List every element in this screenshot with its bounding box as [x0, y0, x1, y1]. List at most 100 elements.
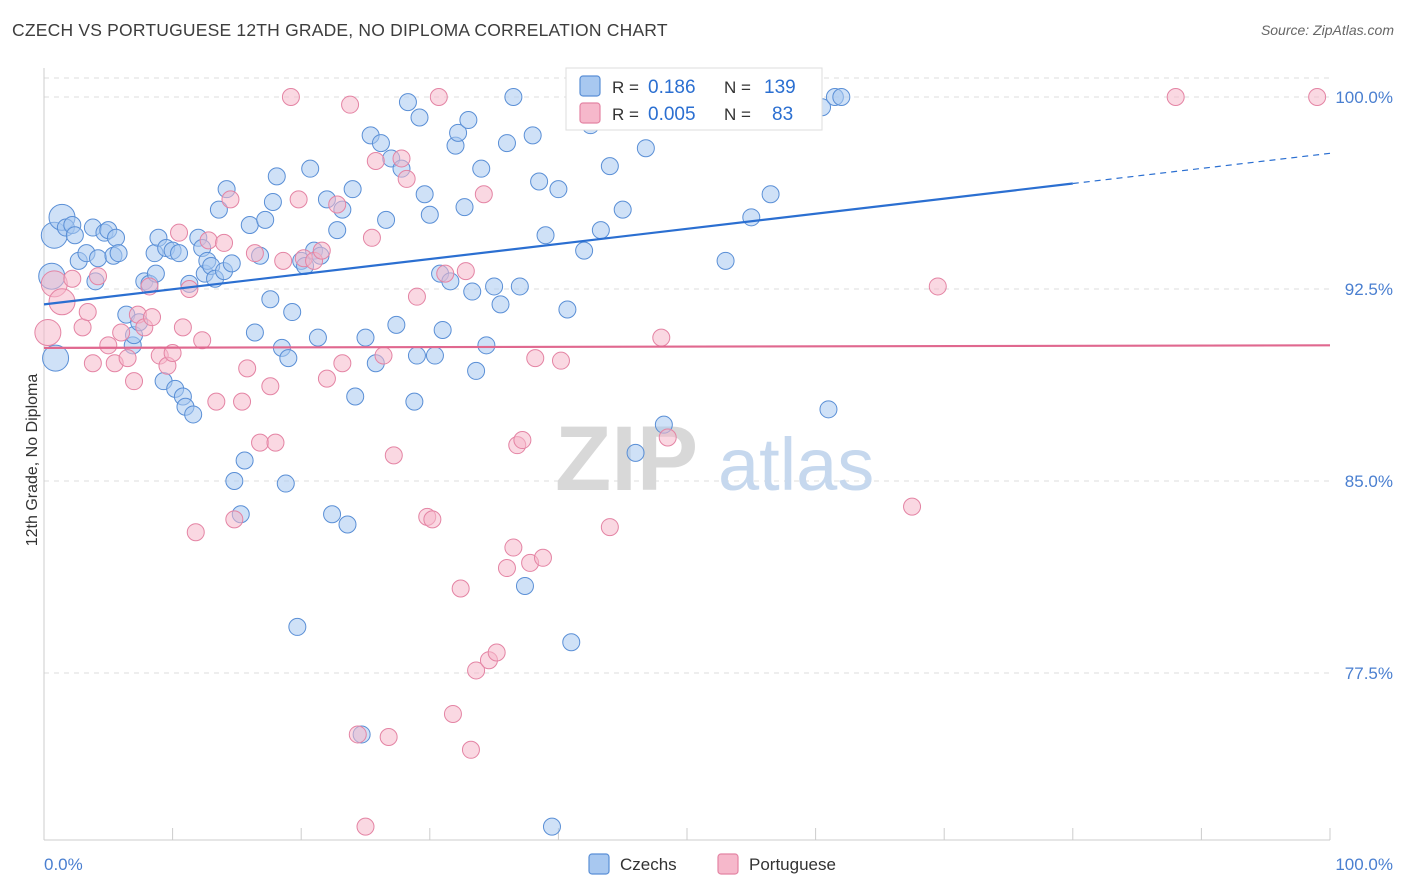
portuguese-point — [261, 377, 280, 396]
czech-point — [477, 336, 496, 355]
portuguese-point — [504, 538, 523, 557]
legend-background — [565, 67, 823, 131]
portuguese-point — [362, 228, 381, 247]
portuguese-point — [143, 308, 162, 327]
portuguese-point — [163, 344, 182, 362]
watermark-atlas: atlas — [718, 423, 874, 506]
trend-layer — [43, 152, 1331, 349]
czech-point — [343, 180, 362, 199]
portuguese-point — [436, 264, 455, 283]
x-tick-label-max: 100.0% — [1335, 855, 1393, 874]
portuguese-point — [34, 319, 62, 347]
portuguese-point — [397, 169, 416, 188]
legend-r-label-czechs: R = — [612, 78, 639, 97]
legend-r-label-portuguese: R = — [612, 105, 639, 124]
portuguese-point — [289, 190, 308, 209]
portuguese-point — [215, 233, 234, 252]
portuguese-point — [451, 579, 470, 598]
y-tick-label: 85.0% — [1345, 472, 1393, 491]
czech-point — [225, 472, 244, 490]
legend-n-label-portuguese: N = — [724, 105, 751, 124]
czech-point — [449, 123, 468, 142]
czech-point — [542, 817, 561, 836]
czech-point — [636, 139, 655, 158]
portuguese-point — [233, 392, 252, 411]
czech-point — [222, 254, 241, 273]
czech-point — [523, 126, 542, 145]
legend-swatch-portuguese — [579, 102, 601, 124]
czech-point — [467, 361, 486, 380]
portuguese-point — [333, 354, 352, 373]
portuguese-point — [513, 431, 532, 450]
portuguese-point — [423, 510, 442, 529]
portuguese-point — [903, 497, 922, 516]
portuguese-point — [112, 323, 131, 342]
y-tick-label: 100.0% — [1335, 88, 1393, 107]
portuguese-point — [456, 262, 475, 281]
portuguese-point — [429, 88, 448, 106]
portuguese-point — [207, 392, 226, 411]
portuguese-point — [78, 303, 97, 322]
portuguese-point — [379, 728, 398, 746]
axis-layer — [43, 68, 1331, 841]
chart-title: CZECH VS PORTUGUESE 12TH GRADE, NO DIPLO… — [12, 20, 668, 40]
czech-point — [600, 157, 619, 176]
portuguese-point — [526, 349, 545, 368]
portuguese-point — [487, 643, 506, 662]
portuguese-point — [274, 251, 293, 270]
portuguese-point — [356, 817, 375, 836]
portuguese-point — [63, 269, 82, 288]
portuguese-points — [34, 88, 1327, 836]
portuguese-trend-line — [43, 344, 1331, 349]
y-axis-label: 12th Grade, No Diploma — [24, 374, 41, 547]
czech-point — [263, 192, 282, 211]
portuguese-point — [600, 518, 619, 537]
legend-n-label-czechs: N = — [724, 78, 751, 97]
czech-point — [558, 300, 577, 319]
czech-point — [407, 346, 426, 365]
czech-point — [235, 451, 254, 470]
portuguese-point — [474, 185, 493, 204]
czech-point — [261, 290, 280, 309]
czech-point — [491, 295, 510, 314]
czech-point — [504, 88, 523, 106]
portuguese-point — [73, 318, 92, 337]
portuguese-point — [99, 336, 118, 355]
portuguese-point — [251, 433, 270, 452]
czech-point — [530, 172, 549, 191]
czech-point — [742, 208, 761, 227]
czech-point — [626, 443, 645, 462]
czech-point — [184, 405, 203, 424]
portuguese-point — [652, 328, 671, 347]
portuguese-point — [461, 740, 480, 759]
portuguese-point — [173, 318, 192, 337]
czech-point — [549, 180, 568, 199]
portuguese-point — [225, 510, 244, 529]
bottom-legend-swatch-portuguese — [717, 853, 739, 875]
portuguese-point — [317, 369, 336, 388]
czech-point — [562, 633, 581, 652]
portuguese-point — [374, 346, 393, 365]
portuguese-point — [281, 88, 300, 106]
czech-point — [338, 515, 357, 534]
portuguese-point — [245, 244, 264, 263]
legend-swatch-czechs — [579, 75, 601, 97]
czech-point — [240, 216, 259, 234]
czech-point — [356, 328, 375, 347]
czech-point — [398, 93, 417, 112]
czech-point — [536, 226, 555, 245]
czech-point — [267, 167, 286, 186]
bottom-legend: Czechs Portuguese — [588, 853, 836, 875]
czech-point — [209, 200, 228, 219]
bottom-legend-swatch-czechs — [588, 853, 610, 875]
czech-point — [459, 111, 478, 130]
portuguese-point — [186, 523, 205, 542]
czech-point — [472, 159, 491, 178]
czech-trend-line-extension — [1072, 152, 1331, 185]
czech-point — [328, 221, 347, 240]
czech-point — [89, 249, 108, 268]
czech-point — [377, 210, 396, 229]
czech-point — [613, 200, 632, 219]
portuguese-point — [238, 359, 257, 378]
